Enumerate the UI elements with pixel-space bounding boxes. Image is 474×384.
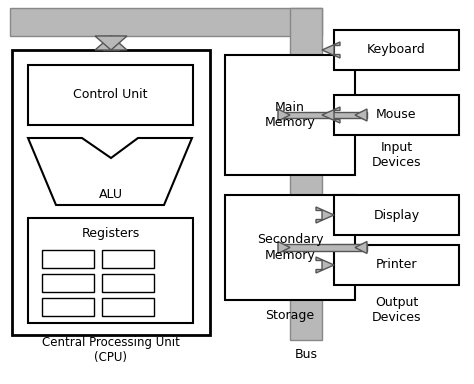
Text: Registers: Registers — [82, 227, 140, 240]
Polygon shape — [278, 112, 367, 118]
Text: Input
Devices: Input Devices — [372, 141, 421, 169]
Polygon shape — [316, 257, 334, 273]
Polygon shape — [278, 242, 290, 253]
Bar — [334, 30, 459, 70]
Polygon shape — [28, 138, 192, 205]
Text: Storage: Storage — [265, 308, 315, 321]
Bar — [290, 8, 322, 340]
Text: Output
Devices: Output Devices — [372, 296, 421, 324]
Polygon shape — [95, 36, 127, 50]
Bar — [28, 65, 193, 125]
Text: Secondary
Memory: Secondary Memory — [257, 233, 323, 262]
Text: Control Unit: Control Unit — [73, 88, 148, 101]
Bar — [42, 298, 94, 316]
Polygon shape — [278, 109, 290, 121]
Bar — [334, 195, 459, 235]
Text: Mouse: Mouse — [376, 109, 417, 121]
Polygon shape — [322, 107, 340, 123]
Bar — [334, 95, 459, 135]
Text: Central Processing Unit
(CPU): Central Processing Unit (CPU) — [42, 336, 180, 364]
Bar — [225, 195, 355, 300]
Polygon shape — [355, 242, 367, 253]
Text: Bus: Bus — [294, 349, 318, 361]
Bar — [225, 55, 355, 175]
Polygon shape — [95, 36, 127, 50]
Bar — [334, 245, 459, 285]
Polygon shape — [103, 36, 119, 50]
Polygon shape — [278, 244, 367, 251]
Polygon shape — [355, 109, 367, 121]
Text: Display: Display — [374, 209, 419, 222]
Text: Main
Memory: Main Memory — [264, 101, 315, 129]
Bar — [42, 250, 94, 268]
Bar — [102, 274, 154, 292]
Bar — [42, 274, 94, 292]
Bar — [102, 298, 154, 316]
Bar — [28, 218, 193, 323]
Bar — [12, 50, 210, 335]
Polygon shape — [316, 207, 334, 223]
Bar — [102, 250, 154, 268]
Text: Printer: Printer — [376, 258, 417, 271]
Text: Keyboard: Keyboard — [367, 43, 426, 56]
Text: ALU: ALU — [99, 189, 123, 202]
Bar — [10, 8, 322, 36]
Polygon shape — [322, 42, 340, 58]
